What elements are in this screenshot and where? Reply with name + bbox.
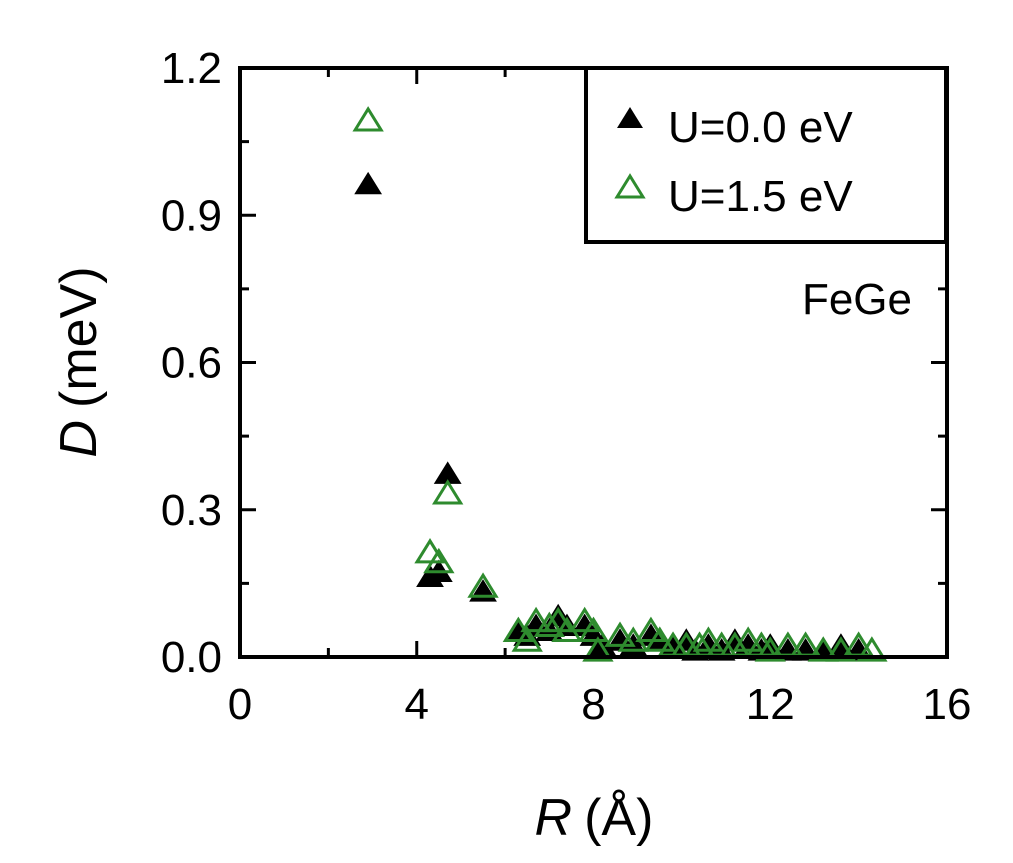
material-annotation: FeGe: [802, 275, 912, 324]
legend-label-u0: U=0.0 eV: [668, 103, 853, 152]
legend-marker-u0: [617, 107, 643, 128]
data-point-u15: [423, 547, 455, 574]
data-point-u15: [604, 621, 636, 647]
y-tick-label: 0.6: [161, 339, 222, 388]
legend-box: [584, 66, 948, 244]
x-tick-label: 0: [228, 680, 252, 729]
y-axis-variable: D: [50, 420, 108, 458]
y-tick-label: 0.0: [161, 633, 222, 682]
data-point-u15: [511, 626, 543, 652]
data-point-u15: [431, 479, 464, 505]
data-point-u15: [352, 106, 384, 132]
data-point-u15: [692, 626, 725, 652]
tick-labels: 0 4 8 12 16 0.0 0.3 0.6 0.9 1.2: [161, 44, 972, 729]
data-point-u15: [520, 606, 552, 633]
data-point-u15: [644, 626, 676, 652]
legend-marker-u15: [614, 173, 646, 199]
y-tick-label: 1.2: [161, 44, 222, 93]
data-point-u15: [635, 616, 667, 642]
x-tick-label: 12: [746, 680, 795, 729]
data-point-u15: [542, 606, 574, 633]
data-point-u15: [414, 538, 446, 564]
y-axis-unit: (meV): [50, 266, 108, 408]
legend-label-u15: U=1.5 eV: [668, 172, 853, 221]
data-point-u15: [856, 636, 888, 662]
data-point-u15: [533, 611, 566, 638]
data-point-u15: [568, 606, 601, 633]
data-point-u15: [467, 572, 499, 598]
data-point-u15: [582, 636, 614, 662]
x-axis-unit: (Å): [584, 789, 653, 847]
x-tick-label: 4: [405, 680, 429, 729]
y-tick-label: 0.3: [161, 486, 222, 535]
data-point-u15: [732, 626, 764, 652]
x-tick-label: 8: [581, 680, 605, 729]
y-axis-label: D (meV): [50, 266, 108, 457]
x-axis-label: R (Å): [535, 789, 654, 847]
y-tick-label: 0.9: [161, 191, 222, 240]
x-axis-variable: R: [535, 789, 573, 847]
data-point-u15: [807, 636, 839, 662]
data-point-u15: [577, 616, 610, 642]
data-point-u0: [354, 171, 383, 195]
x-tick-label: 16: [923, 680, 972, 729]
legend: U=0.0 eV U=1.5 eV: [584, 66, 948, 244]
